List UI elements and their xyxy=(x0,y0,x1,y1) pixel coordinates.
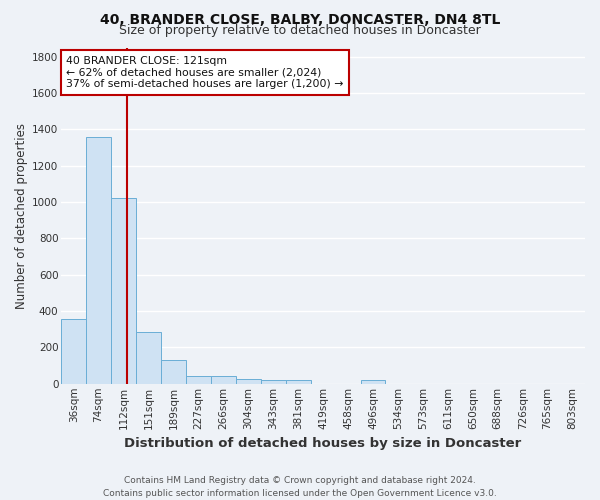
X-axis label: Distribution of detached houses by size in Doncaster: Distribution of detached houses by size … xyxy=(124,437,522,450)
Text: 40 BRANDER CLOSE: 121sqm
← 62% of detached houses are smaller (2,024)
37% of sem: 40 BRANDER CLOSE: 121sqm ← 62% of detach… xyxy=(67,56,344,89)
Bar xyxy=(186,376,211,384)
Text: 40, BRANDER CLOSE, BALBY, DONCASTER, DN4 8TL: 40, BRANDER CLOSE, BALBY, DONCASTER, DN4… xyxy=(100,12,500,26)
Bar xyxy=(286,380,311,384)
Bar xyxy=(361,380,385,384)
Y-axis label: Number of detached properties: Number of detached properties xyxy=(15,122,28,308)
Bar xyxy=(211,376,236,384)
Bar xyxy=(261,380,286,384)
Bar xyxy=(111,198,136,384)
Bar xyxy=(161,360,186,384)
Text: Size of property relative to detached houses in Doncaster: Size of property relative to detached ho… xyxy=(119,24,481,37)
Bar xyxy=(61,319,86,384)
Text: Contains HM Land Registry data © Crown copyright and database right 2024.
Contai: Contains HM Land Registry data © Crown c… xyxy=(103,476,497,498)
Bar xyxy=(236,378,261,384)
Bar xyxy=(136,332,161,384)
Bar xyxy=(86,136,111,384)
